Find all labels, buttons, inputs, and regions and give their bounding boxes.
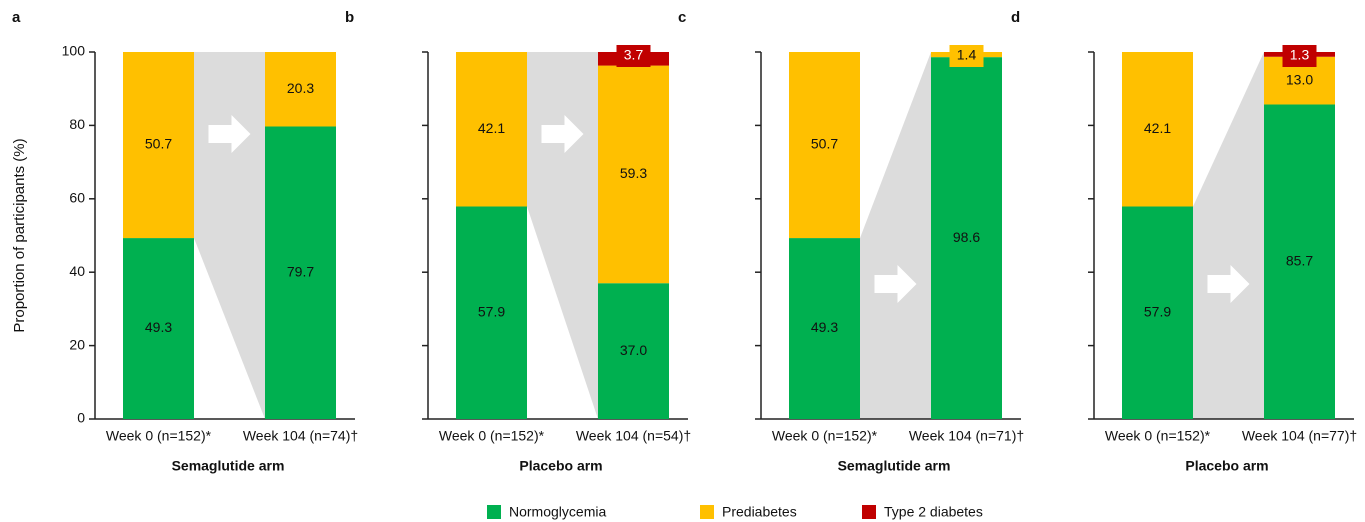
value-label: 79.7 — [287, 263, 314, 279]
y-tick-label: 60 — [69, 190, 85, 206]
bar-segment — [931, 57, 1002, 419]
bar-segment — [123, 238, 194, 419]
arrow — [208, 115, 251, 153]
bar-segment — [265, 52, 336, 127]
y-tick-label: 40 — [69, 263, 85, 279]
value-label: 1.4 — [957, 47, 977, 63]
value-label: 50.7 — [811, 136, 838, 152]
y-axis-label: Proportion of participants (%) — [11, 138, 28, 332]
legend-label: Normoglycemia — [509, 504, 606, 520]
arrow — [1207, 265, 1250, 303]
label-box — [949, 45, 984, 67]
panel-label: b — [345, 9, 354, 26]
arrow — [541, 115, 584, 153]
legend-label: Prediabetes — [722, 504, 797, 520]
x-tick-label: Week 104 (n=77)† — [1242, 428, 1357, 444]
value-label: 50.7 — [145, 136, 172, 152]
bar-segment — [1264, 104, 1335, 419]
value-label: 85.7 — [1286, 252, 1313, 268]
value-label: 57.9 — [1144, 303, 1171, 319]
value-label: 42.1 — [478, 120, 505, 136]
panel-label: c — [678, 9, 686, 26]
legend-swatch — [700, 505, 714, 519]
bar-segment — [1122, 206, 1193, 419]
flow-connector — [194, 52, 265, 419]
value-label: 59.3 — [620, 165, 647, 181]
x-tick-label: Week 104 (n=74)† — [243, 428, 358, 444]
bar-segment — [789, 52, 860, 239]
flow-connector — [860, 52, 931, 419]
value-label: 37.0 — [620, 342, 647, 358]
x-axis-label: Placebo arm — [1185, 458, 1268, 474]
value-label: 20.3 — [287, 80, 314, 96]
bar-segment — [789, 238, 860, 419]
x-tick-label: Week 0 (n=152)* — [1105, 428, 1211, 444]
bar-segment — [265, 126, 336, 419]
y-tick-label: 0 — [77, 410, 85, 426]
panel-label: a — [12, 9, 21, 26]
label-box — [1282, 45, 1317, 67]
value-label: 57.9 — [478, 303, 505, 319]
value-label: 1.3 — [1290, 47, 1310, 63]
x-axis-label: Semaglutide arm — [172, 458, 285, 474]
x-tick-label: Week 104 (n=71)† — [909, 428, 1024, 444]
bar-segment — [456, 206, 527, 419]
flow-connector — [527, 52, 598, 419]
x-axis-label: Placebo arm — [519, 458, 602, 474]
value-label: 98.6 — [953, 229, 980, 245]
bar-segment — [123, 52, 194, 239]
bar-segment — [598, 283, 669, 419]
value-label: 49.3 — [811, 319, 838, 335]
value-label: 13.0 — [1286, 71, 1313, 87]
legend-label: Type 2 diabetes — [884, 504, 983, 520]
x-tick-label: Week 0 (n=152)* — [106, 428, 212, 444]
y-tick-label: 100 — [62, 43, 86, 59]
legend-swatch — [487, 505, 501, 519]
label-box — [616, 45, 651, 67]
y-tick-label: 20 — [69, 336, 85, 352]
bar-segment — [1122, 52, 1193, 207]
value-label: 3.7 — [624, 47, 644, 63]
x-axis-label: Semaglutide arm — [838, 458, 951, 474]
flow-connector — [1193, 52, 1264, 419]
bar-segment — [598, 65, 669, 284]
x-tick-label: Week 0 (n=152)* — [439, 428, 545, 444]
bar-segment — [456, 52, 527, 207]
value-label: 49.3 — [145, 319, 172, 335]
y-tick-label: 80 — [69, 116, 85, 132]
x-tick-label: Week 104 (n=54)† — [576, 428, 691, 444]
arrow — [874, 265, 917, 303]
x-tick-label: Week 0 (n=152)* — [772, 428, 878, 444]
panel-label: d — [1011, 9, 1020, 26]
legend-swatch — [862, 505, 876, 519]
value-label: 42.1 — [1144, 120, 1171, 136]
